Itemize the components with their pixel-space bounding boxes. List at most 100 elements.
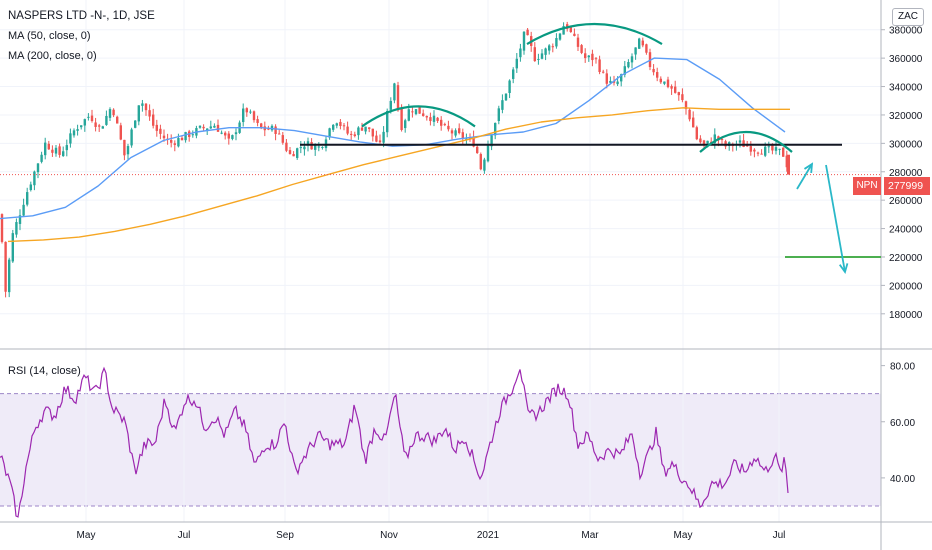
candle-body (69, 133, 72, 144)
price-tick-label: 260000 (889, 196, 923, 207)
candle-body (407, 109, 410, 121)
candle-body (587, 55, 590, 58)
candle-body (47, 143, 50, 150)
candle-body (62, 151, 65, 157)
candle-body (562, 26, 565, 35)
candle-body (321, 146, 324, 148)
candle-body (512, 69, 515, 79)
candle-body (447, 125, 450, 130)
candle-body (677, 92, 680, 96)
candle-body (494, 122, 497, 136)
candle-body (206, 128, 209, 131)
candle-body (663, 81, 666, 84)
candle-body (285, 142, 288, 151)
candle-body (515, 58, 518, 69)
candle-body (26, 192, 29, 205)
candle-body (29, 184, 32, 191)
candle-body (620, 74, 623, 82)
pullback-arrow (796, 163, 813, 190)
price-tick-label: 320000 (889, 111, 923, 122)
price-tick-label: 380000 (889, 26, 923, 37)
price-tick-label: 340000 (889, 83, 923, 94)
candle-body (418, 106, 421, 114)
candle-body (152, 114, 155, 126)
candle-body (411, 111, 414, 113)
candle-body (54, 147, 58, 154)
time-tick-label: Nov (380, 530, 398, 541)
candle-body (130, 129, 133, 146)
candle-body (126, 146, 130, 155)
candle-body (65, 145, 68, 151)
candle-body (767, 146, 770, 148)
price-tick-label: 360000 (889, 54, 923, 65)
candle-body (389, 100, 392, 110)
ma50-legend: MA (50, close, 0) (8, 30, 91, 42)
candle-body (191, 134, 194, 136)
candle-body (213, 125, 216, 128)
candle-body (72, 130, 76, 136)
candle-body (591, 53, 594, 61)
candle-body (90, 115, 94, 121)
candle-body (119, 125, 122, 140)
candle-body (569, 27, 572, 32)
candle-body (771, 144, 774, 151)
candle-body (760, 153, 763, 155)
candle-body (22, 204, 25, 216)
candle-body (659, 78, 662, 83)
candle-body (33, 171, 36, 186)
last-candle (787, 154, 790, 175)
candle-body (94, 122, 97, 127)
candle-body (346, 126, 349, 134)
candle-body (753, 149, 756, 152)
candle-body (123, 139, 126, 156)
price-tick-label: 280000 (889, 168, 923, 179)
currency-badge[interactable]: ZAC (892, 8, 924, 26)
candle-body (306, 141, 310, 146)
candle-body (252, 111, 256, 121)
candle-body (159, 128, 162, 134)
candle-body (364, 126, 367, 132)
time-tick-label: Mar (581, 530, 599, 541)
candle-body (501, 100, 504, 110)
candle-body (353, 134, 356, 136)
candle-body (148, 110, 151, 117)
candle-body (116, 116, 119, 124)
candle-body (443, 124, 446, 126)
candle-body (630, 56, 634, 63)
candle-body (422, 113, 425, 116)
candle-body (425, 116, 428, 118)
candle-body (303, 146, 306, 150)
candle-body (245, 108, 248, 113)
candle-body (0, 214, 4, 242)
candle-body (101, 126, 104, 129)
candle-body (375, 135, 378, 142)
candle-body (479, 154, 482, 170)
candle-body (584, 53, 587, 59)
candle-body (256, 119, 259, 123)
candle-body (371, 128, 374, 137)
candle-body (173, 143, 176, 145)
price-tick-label: 180000 (889, 310, 923, 321)
ma200-legend: MA (200, close, 0) (8, 50, 97, 62)
time-tick-label: Jul (773, 530, 786, 541)
candle-body (558, 33, 562, 40)
candle-body (666, 79, 670, 88)
candle-body (292, 154, 295, 157)
right-shoulder-arc (699, 131, 793, 153)
candle-body (80, 125, 83, 128)
candle-body (332, 124, 335, 130)
price-tick-label: 200000 (889, 281, 923, 292)
candle-body (749, 146, 752, 152)
candle-body (454, 130, 457, 136)
candle-body (458, 128, 461, 134)
candle-body (522, 31, 526, 51)
candle-body (609, 80, 612, 83)
ma200-line (7, 107, 790, 243)
candle-body (249, 111, 252, 113)
candle-body (756, 152, 760, 154)
last-price-label: 277999 (884, 177, 930, 195)
candle-body (180, 137, 184, 141)
candle-body (382, 131, 385, 143)
candle-body (652, 68, 655, 73)
